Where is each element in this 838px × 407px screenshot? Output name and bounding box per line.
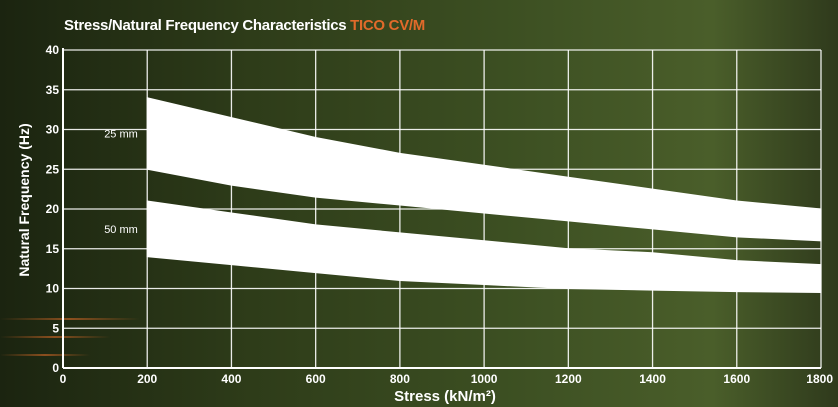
y-tick-label: 40 (46, 43, 60, 57)
y-axis-label: Natural Frequency (Hz) (16, 123, 32, 276)
background-light-streak (0, 354, 90, 356)
x-tick-label: 800 (390, 372, 410, 386)
y-tick-label: 15 (46, 242, 60, 256)
background-light-streak (0, 318, 140, 320)
y-tick-label: 20 (46, 202, 60, 216)
y-tick-label: 5 (52, 321, 59, 335)
ticks: 0 200 400 600 800 1000 1200 1400 1600 1800 0 5 10 15 2… (46, 43, 834, 386)
x-tick-label: 1600 (723, 372, 750, 386)
x-tick-label: 600 (306, 372, 326, 386)
y-tick-label: 0 (52, 361, 59, 375)
x-tick-label: 1000 (471, 372, 498, 386)
x-tick-label: 0 (60, 372, 67, 386)
chart-title-accent: TICO CV/M (350, 17, 425, 34)
axes (62, 48, 821, 369)
x-tick-label: 1200 (555, 372, 582, 386)
x-tick-label: 400 (221, 372, 241, 386)
x-tick-label: 200 (137, 372, 157, 386)
y-tick-label: 35 (46, 83, 60, 97)
y-tick-label: 30 (46, 123, 60, 137)
x-tick-label: 1400 (639, 372, 666, 386)
series-label: 50 mm (104, 224, 138, 236)
series-band-50-mm (146, 200, 822, 293)
x-axis-label: Stress (kN/m²) (394, 388, 496, 405)
chart-title: Stress/Natural Frequency Characteristics… (64, 17, 425, 34)
y-tick-label: 25 (46, 162, 60, 176)
background-light-streak (0, 336, 110, 338)
labels: 25 mm 50 mm (104, 128, 138, 235)
series-band-25-mm (146, 97, 822, 242)
bands (146, 97, 822, 293)
y-tick-label: 10 (46, 282, 60, 296)
series-label: 25 mm (104, 128, 138, 140)
chart-title-main: Stress/Natural Frequency Characteristics (64, 17, 347, 34)
x-tick-label: 1800 (806, 372, 833, 386)
